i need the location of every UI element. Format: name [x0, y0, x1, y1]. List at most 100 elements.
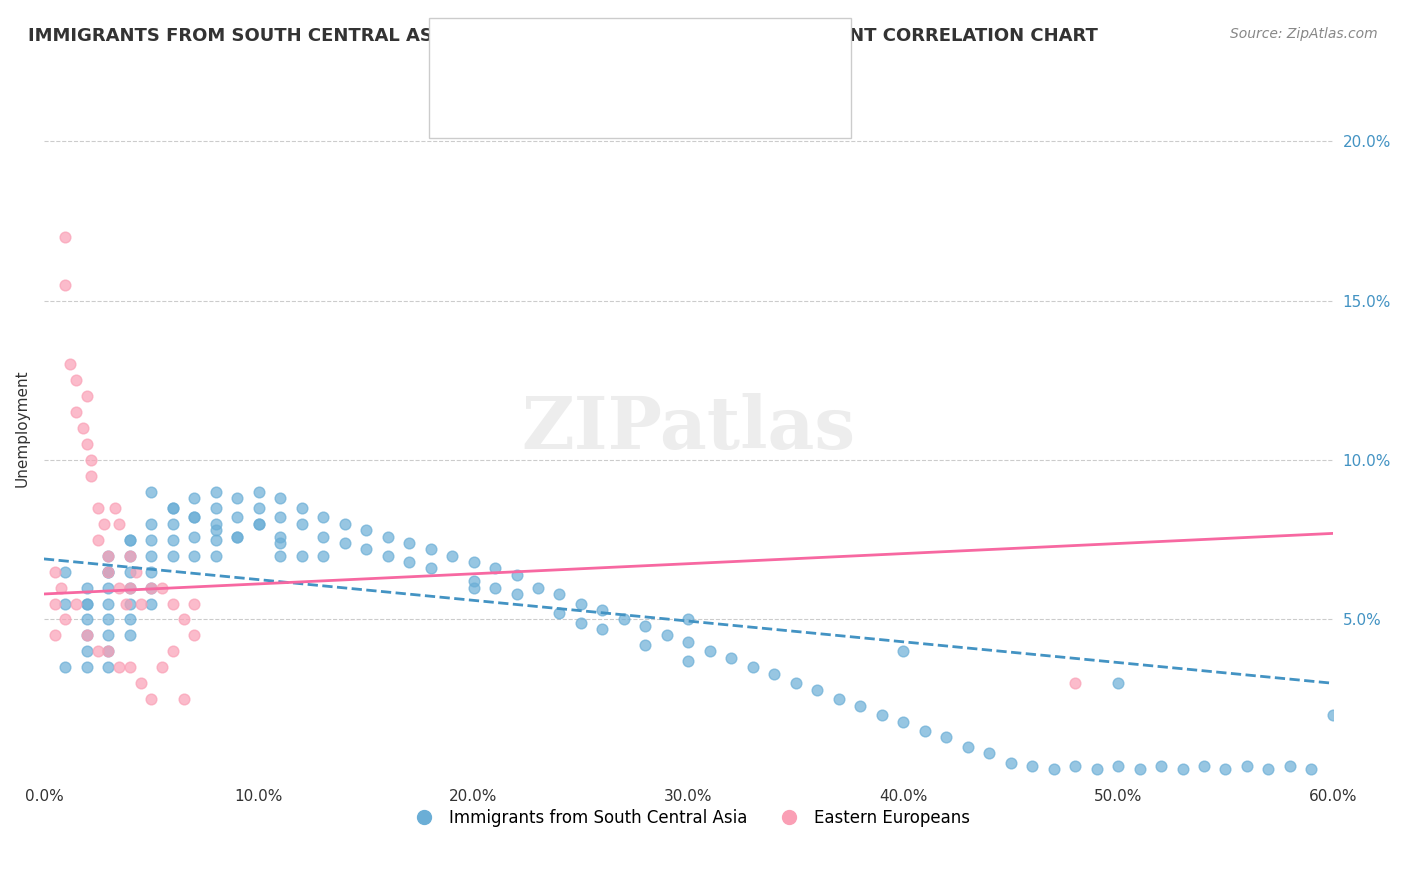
- Point: [118, 533, 141, 547]
- Point: [806, 682, 828, 697]
- Point: [76, 628, 98, 642]
- Point: [76, 581, 98, 595]
- Point: [312, 530, 335, 544]
- Point: [183, 628, 205, 642]
- Point: [956, 739, 979, 754]
- Point: [269, 530, 291, 544]
- Point: [269, 510, 291, 524]
- Point: [226, 510, 249, 524]
- Point: [1322, 708, 1344, 723]
- Point: [247, 516, 270, 531]
- Point: [183, 530, 205, 544]
- Point: [114, 597, 136, 611]
- Point: [291, 516, 314, 531]
- Point: [150, 581, 173, 595]
- Point: [44, 597, 66, 611]
- Point: [118, 565, 141, 579]
- Text: 46: 46: [640, 85, 662, 103]
- Point: [97, 597, 120, 611]
- Point: [53, 230, 76, 244]
- Point: [44, 628, 66, 642]
- Point: [108, 660, 131, 674]
- Point: [141, 597, 163, 611]
- Point: [80, 453, 103, 467]
- Point: [97, 612, 120, 626]
- Point: [441, 549, 464, 563]
- Point: [183, 510, 205, 524]
- Point: [591, 603, 613, 617]
- Point: [204, 485, 226, 500]
- Legend: Immigrants from South Central Asia, Eastern Europeans: Immigrants from South Central Asia, East…: [401, 803, 976, 834]
- Point: [354, 523, 377, 537]
- Point: [269, 549, 291, 563]
- Point: [1150, 759, 1173, 773]
- Text: -0.380: -0.380: [531, 40, 589, 58]
- Point: [204, 500, 226, 515]
- Point: [97, 549, 120, 563]
- Point: [463, 555, 485, 569]
- Point: [141, 581, 163, 595]
- Point: [118, 549, 141, 563]
- Point: [118, 549, 141, 563]
- Point: [870, 708, 893, 723]
- Point: [1021, 759, 1043, 773]
- Point: [141, 516, 163, 531]
- Point: [1301, 763, 1323, 777]
- Point: [678, 654, 700, 668]
- Text: 0.061: 0.061: [531, 85, 588, 103]
- Point: [1192, 759, 1215, 773]
- Point: [76, 644, 98, 658]
- Point: [312, 549, 335, 563]
- Y-axis label: Unemployment: Unemployment: [15, 369, 30, 487]
- Point: [484, 561, 506, 575]
- Point: [678, 635, 700, 649]
- Point: [591, 622, 613, 636]
- Point: [86, 533, 108, 547]
- Point: [141, 692, 163, 706]
- Point: [291, 549, 314, 563]
- Point: [828, 692, 851, 706]
- Point: [354, 542, 377, 557]
- Point: [162, 500, 184, 515]
- Point: [505, 567, 527, 582]
- Point: [269, 536, 291, 550]
- Point: [53, 597, 76, 611]
- Point: [53, 660, 76, 674]
- Point: [97, 565, 120, 579]
- Point: [527, 581, 550, 595]
- Point: [97, 565, 120, 579]
- Text: ZIPatlas: ZIPatlas: [522, 392, 855, 464]
- Point: [141, 533, 163, 547]
- Point: [569, 597, 592, 611]
- Point: [377, 530, 399, 544]
- Point: [678, 612, 700, 626]
- Point: [76, 612, 98, 626]
- Point: [65, 405, 87, 419]
- Text: 131: 131: [640, 40, 673, 58]
- Point: [97, 549, 120, 563]
- Point: [548, 606, 571, 620]
- Point: [183, 491, 205, 506]
- Point: [162, 516, 184, 531]
- Point: [655, 628, 678, 642]
- Point: [419, 561, 441, 575]
- Point: [53, 612, 76, 626]
- Point: [53, 277, 76, 292]
- Point: [1085, 763, 1108, 777]
- Point: [849, 698, 872, 713]
- Point: [141, 565, 163, 579]
- Point: [76, 389, 98, 403]
- Point: [291, 500, 314, 515]
- Point: [333, 536, 356, 550]
- Point: [377, 549, 399, 563]
- Point: [86, 500, 108, 515]
- Point: [204, 533, 226, 547]
- Point: [76, 660, 98, 674]
- Point: [76, 437, 98, 451]
- Point: [118, 660, 141, 674]
- Point: [141, 485, 163, 500]
- Point: [398, 555, 420, 569]
- Point: [1257, 763, 1279, 777]
- Point: [125, 565, 148, 579]
- Point: [97, 565, 120, 579]
